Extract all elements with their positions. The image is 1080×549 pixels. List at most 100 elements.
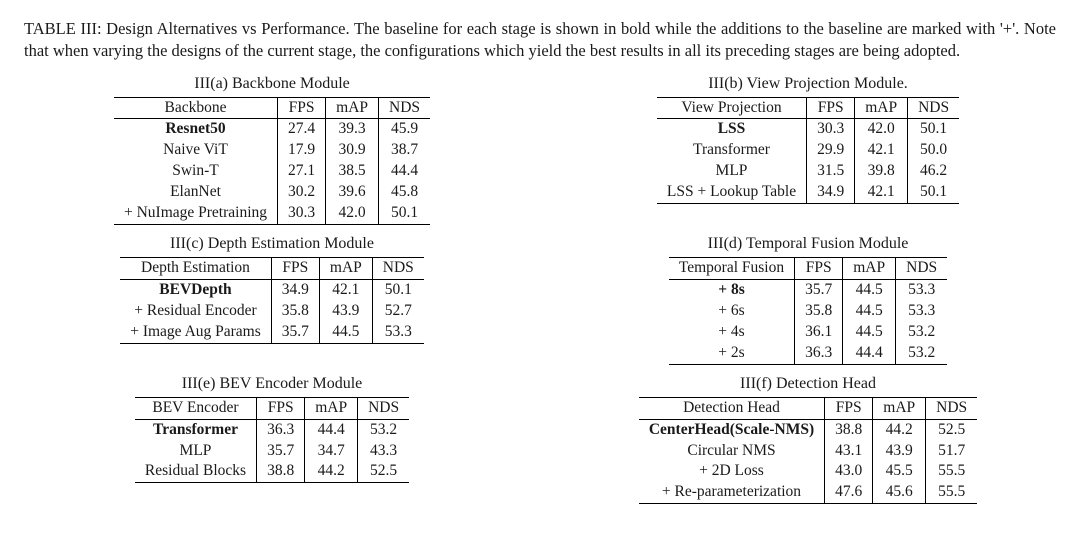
col-header-fps: FPS: [795, 258, 843, 280]
panel-d: III(d) Temporal Fusion Module Temporal Fu…: [560, 229, 1056, 365]
col-header-fps: FPS: [271, 258, 319, 280]
cell-value: 39.6: [326, 182, 379, 203]
table-row: + Re-parameterization47.645.655.5: [639, 482, 977, 503]
cell-value: 44.4: [305, 419, 358, 440]
cell-value: 30.2: [278, 182, 326, 203]
cell-value: 42.0: [855, 119, 908, 140]
table-row: Naive ViT17.930.938.7: [114, 140, 430, 161]
cell-value: 50.1: [379, 203, 431, 224]
subcaption-b: III(b) View Projection Module.: [560, 75, 1056, 93]
row-label: + Re-parameterization: [639, 482, 825, 503]
cell-value: 44.5: [843, 301, 896, 322]
table-b: View ProjectionFPSmAPNDSLSS30.342.050.1T…: [657, 97, 959, 205]
col-header-fps: FPS: [257, 397, 305, 419]
cell-value: 53.2: [358, 419, 410, 440]
col-header-label: Depth Estimation: [120, 258, 271, 280]
row-label: + Image Aug Params: [120, 322, 271, 343]
table-row: + Image Aug Params35.744.553.3: [120, 322, 424, 343]
col-header-nds: NDS: [372, 258, 424, 280]
cell-value: 51.7: [926, 441, 978, 462]
table-row: MLP35.734.743.3: [135, 441, 409, 462]
cell-value: 52.5: [358, 461, 410, 482]
cell-value: 43.3: [358, 441, 410, 462]
cell-value: 42.1: [855, 140, 908, 161]
cell-value: 43.1: [825, 441, 873, 462]
col-header-map: mAP: [843, 258, 896, 280]
cell-value: 36.3: [257, 419, 305, 440]
col-header-fps: FPS: [825, 397, 873, 419]
cell-value: 34.7: [305, 441, 358, 462]
cell-value: 38.8: [825, 419, 873, 440]
row-label: + NuImage Pretraining: [114, 203, 278, 224]
table-row: Transformer29.942.150.0: [657, 140, 959, 161]
row-label: Transformer: [135, 419, 257, 440]
row-label: + 2s: [669, 343, 795, 364]
row-label: Swin-T: [114, 161, 278, 182]
row-label: MLP: [657, 161, 807, 182]
cell-value: 45.9: [379, 119, 431, 140]
cell-value: 17.9: [278, 140, 326, 161]
cell-value: 36.3: [795, 343, 843, 364]
table-row: Swin-T27.138.544.4: [114, 161, 430, 182]
table-caption: TABLE III: Design Alternatives vs Perfor…: [24, 18, 1056, 63]
cell-value: 38.8: [257, 461, 305, 482]
cell-value: 53.2: [896, 322, 948, 343]
cell-value: 44.5: [843, 279, 896, 300]
cell-value: 45.5: [873, 461, 926, 482]
table-row: Resnet5027.439.345.9: [114, 119, 430, 140]
cell-value: 35.7: [795, 279, 843, 300]
table-f: Detection HeadFPSmAPNDSCenterHead(Scale-…: [639, 397, 977, 505]
table-c: Depth EstimationFPSmAPNDSBEVDepth34.942.…: [120, 257, 424, 344]
cell-value: 27.1: [278, 161, 326, 182]
table-row: Circular NMS43.143.951.7: [639, 441, 977, 462]
col-header-label: Temporal Fusion: [669, 258, 795, 280]
col-header-nds: NDS: [896, 258, 948, 280]
cell-value: 50.1: [908, 119, 960, 140]
cell-value: 39.8: [855, 161, 908, 182]
col-header-fps: FPS: [278, 97, 326, 119]
row-label: Transformer: [657, 140, 807, 161]
panels-grid: III(a) Backbone ModuleBackboneFPSmAPNDSR…: [24, 69, 1056, 505]
cell-value: 27.4: [278, 119, 326, 140]
col-header-map: mAP: [326, 97, 379, 119]
table-row: LSS + Lookup Table34.942.150.1: [657, 182, 959, 203]
col-header-map: mAP: [305, 397, 358, 419]
table-row: BEVDepth34.942.150.1: [120, 279, 424, 300]
row-label: CenterHead(Scale-NMS): [639, 419, 825, 440]
cell-value: 53.3: [896, 301, 948, 322]
subcaption-e: III(e) BEV Encoder Module: [24, 375, 520, 393]
cell-value: 34.9: [807, 182, 855, 203]
row-label: + 2D Loss: [639, 461, 825, 482]
col-header-label: View Projection: [657, 97, 807, 119]
cell-value: 30.9: [326, 140, 379, 161]
cell-value: 36.1: [795, 322, 843, 343]
col-header-nds: NDS: [358, 397, 410, 419]
cell-value: 53.3: [372, 322, 424, 343]
cell-value: 52.7: [372, 301, 424, 322]
cell-value: 34.9: [271, 279, 319, 300]
cell-value: 43.9: [319, 301, 372, 322]
col-header-fps: FPS: [807, 97, 855, 119]
subcaption-a: III(a) Backbone Module: [24, 75, 520, 93]
subcaption-f: III(f) Detection Head: [560, 375, 1056, 393]
row-label: Residual Blocks: [135, 461, 257, 482]
row-label: MLP: [135, 441, 257, 462]
subcaption-d: III(d) Temporal Fusion Module: [560, 235, 1056, 253]
row-label: ElanNet: [114, 182, 278, 203]
cell-value: 35.7: [271, 322, 319, 343]
panel-b: III(b) View Projection Module. View Proje…: [560, 69, 1056, 226]
table-row: LSS30.342.050.1: [657, 119, 959, 140]
table-row: Residual Blocks38.844.252.5: [135, 461, 409, 482]
cell-value: 30.3: [807, 119, 855, 140]
col-header-nds: NDS: [379, 97, 431, 119]
table-row: + NuImage Pretraining30.342.050.1: [114, 203, 430, 224]
panel-a: III(a) Backbone ModuleBackboneFPSmAPNDSR…: [24, 69, 520, 226]
table-row: Transformer36.344.453.2: [135, 419, 409, 440]
cell-value: 38.5: [326, 161, 379, 182]
table-row: + 2s36.344.453.2: [669, 343, 947, 364]
cell-value: 38.7: [379, 140, 431, 161]
cell-value: 47.6: [825, 482, 873, 503]
col-header-map: mAP: [855, 97, 908, 119]
subcaption-c: III(c) Depth Estimation Module: [24, 235, 520, 253]
table-d: Temporal FusionFPSmAPNDS+ 8s35.744.553.3…: [669, 257, 947, 365]
